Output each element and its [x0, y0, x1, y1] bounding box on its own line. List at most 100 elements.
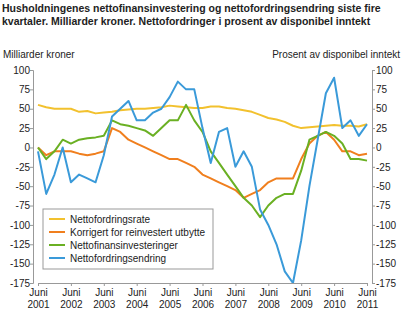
y2-tick-group: -50: [372, 181, 391, 192]
x-tick-label-line: Juni: [293, 287, 311, 298]
x-tick-label-line: Juni: [161, 287, 179, 298]
x-tick-label-line: Juni: [95, 287, 113, 298]
legend: NettofordringsrateKorrigert for reinvest…: [43, 209, 213, 269]
x-tick-label-line: 2009: [291, 299, 314, 310]
x-tick-label: Juni2011: [357, 287, 379, 310]
y2-tick-label: 25: [376, 123, 388, 134]
x-tick-label: Juni2003: [93, 287, 116, 310]
x-tick-group: Juni2006: [192, 283, 215, 310]
x-tick-label: Juni2006: [192, 287, 215, 310]
y2-tick-label: -25: [376, 162, 391, 173]
x-tick: [301, 283, 302, 286]
y-tick-label: 75: [19, 84, 31, 95]
legend-swatch: [49, 218, 65, 220]
y-tick-group: -150: [10, 258, 33, 269]
x-tick-group: Juni2008: [258, 283, 281, 310]
y2-tick: [372, 186, 375, 187]
x-tick-label: Juni2009: [291, 287, 314, 310]
y2-tick: [372, 167, 375, 168]
y2-tick: [372, 70, 375, 71]
y-tick: [30, 147, 33, 148]
y2-tick-label: 0: [376, 142, 382, 153]
series-group: [38, 78, 367, 283]
y-tick-group: -125: [10, 239, 33, 250]
x-tick: [38, 283, 39, 286]
y-tick: [30, 206, 33, 207]
x-tick-label: Juni2001: [27, 287, 50, 310]
legend-label: Korrigert for reinvestert utbytte: [70, 227, 205, 238]
y2-tick-label: 50: [376, 103, 388, 114]
y2-tick-group: 25: [372, 123, 388, 134]
x-tick: [203, 283, 204, 286]
x-tick-label-line: 2011: [357, 299, 379, 310]
x-tick-label-line: 2005: [159, 299, 182, 310]
y-tick: [30, 283, 33, 284]
x-tick-group: Juni2007: [225, 283, 248, 310]
x-tick-label-line: Juni: [62, 287, 80, 298]
x-tick: [170, 283, 171, 286]
y-tick: [30, 109, 33, 110]
y2-tick-group: 0: [372, 142, 382, 153]
x-tick-label-line: Juni: [29, 287, 47, 298]
x-tick-label-line: 2004: [126, 299, 149, 310]
y-tick-label: 0: [24, 142, 30, 153]
x-tick-label-line: Juni: [325, 287, 343, 298]
y-tick-group: -75: [16, 200, 33, 211]
x-tick-label: Juni2007: [225, 287, 248, 310]
y-tick-group: -100: [10, 220, 33, 231]
y-axis-line: [30, 71, 34, 284]
title-line: kvartaler. Milliarder kroner. Nettofordr…: [2, 15, 371, 27]
x-tick-label-line: 2003: [93, 299, 116, 310]
x-tick-label: Juni2004: [126, 287, 149, 310]
legend-swatch: [49, 244, 65, 246]
chart: Husholdningenes nettofinansinvestering o…: [0, 0, 403, 335]
y2-tick: [372, 244, 375, 245]
x-tick-label-line: Juni: [194, 287, 212, 298]
y-tick-label: -25: [16, 162, 31, 173]
x-tick-group: Juni2005: [159, 283, 182, 310]
legend-label: Nettofinansinvesteringer: [70, 240, 179, 251]
y2-tick-group: 75: [372, 84, 388, 95]
x-tick-label-line: 2008: [258, 299, 281, 310]
x-tick-label-line: Juni: [227, 287, 245, 298]
y-tick-label: -50: [16, 181, 31, 192]
y-tick: [30, 167, 33, 168]
x-tick-group: Juni2011: [357, 283, 379, 310]
y-tick-label: 50: [19, 103, 31, 114]
x-tick-group: Juni2004: [126, 283, 149, 310]
y2-axis-title: Prosent av disponibel inntekt: [272, 49, 400, 60]
x-tick-label: Juni2005: [159, 287, 182, 310]
x-tick-label-line: 2010: [323, 299, 346, 310]
y2-tick-label: -125: [376, 239, 396, 250]
y-tick-label: -100: [10, 220, 30, 231]
x-tick-label: Juni2008: [258, 287, 281, 310]
y2-tick-label: 75: [376, 84, 388, 95]
x-tick-label-line: 2002: [60, 299, 83, 310]
x-tick-group: Juni2001: [27, 283, 50, 310]
y-tick-group: -25: [16, 162, 33, 173]
legend-label: Nettofordringsendring: [70, 253, 166, 264]
y-tick: [30, 244, 33, 245]
legend-box: [43, 209, 213, 269]
x-tick-group: Juni2009: [291, 283, 314, 310]
y2-tick-group: 50: [372, 103, 388, 114]
y-tick: [30, 225, 33, 226]
y2-tick-label: 100: [376, 65, 393, 76]
y2-tick: [372, 89, 375, 90]
y2-tick: [372, 264, 375, 265]
y2-tick-label: -100: [376, 220, 396, 231]
y-tick: [30, 186, 33, 187]
legend-swatch: [49, 257, 65, 259]
y2-tick-group: -100: [372, 220, 396, 231]
x-tick-group: Juni2002: [60, 283, 83, 310]
y2-axis: -175-150-125-100-75-50-250255075100: [372, 65, 396, 289]
legend-swatch: [49, 231, 65, 233]
x-tick: [71, 283, 72, 286]
y2-tick-group: -150: [372, 258, 396, 269]
y2-tick: [372, 147, 375, 148]
y-tick-group: -50: [16, 181, 33, 192]
x-tick: [137, 283, 138, 286]
y-axis-title: Milliarder kroner: [3, 49, 75, 60]
title: Husholdningenes nettofinansinvestering o…: [2, 2, 381, 27]
x-tick-label-line: 2006: [192, 299, 215, 310]
